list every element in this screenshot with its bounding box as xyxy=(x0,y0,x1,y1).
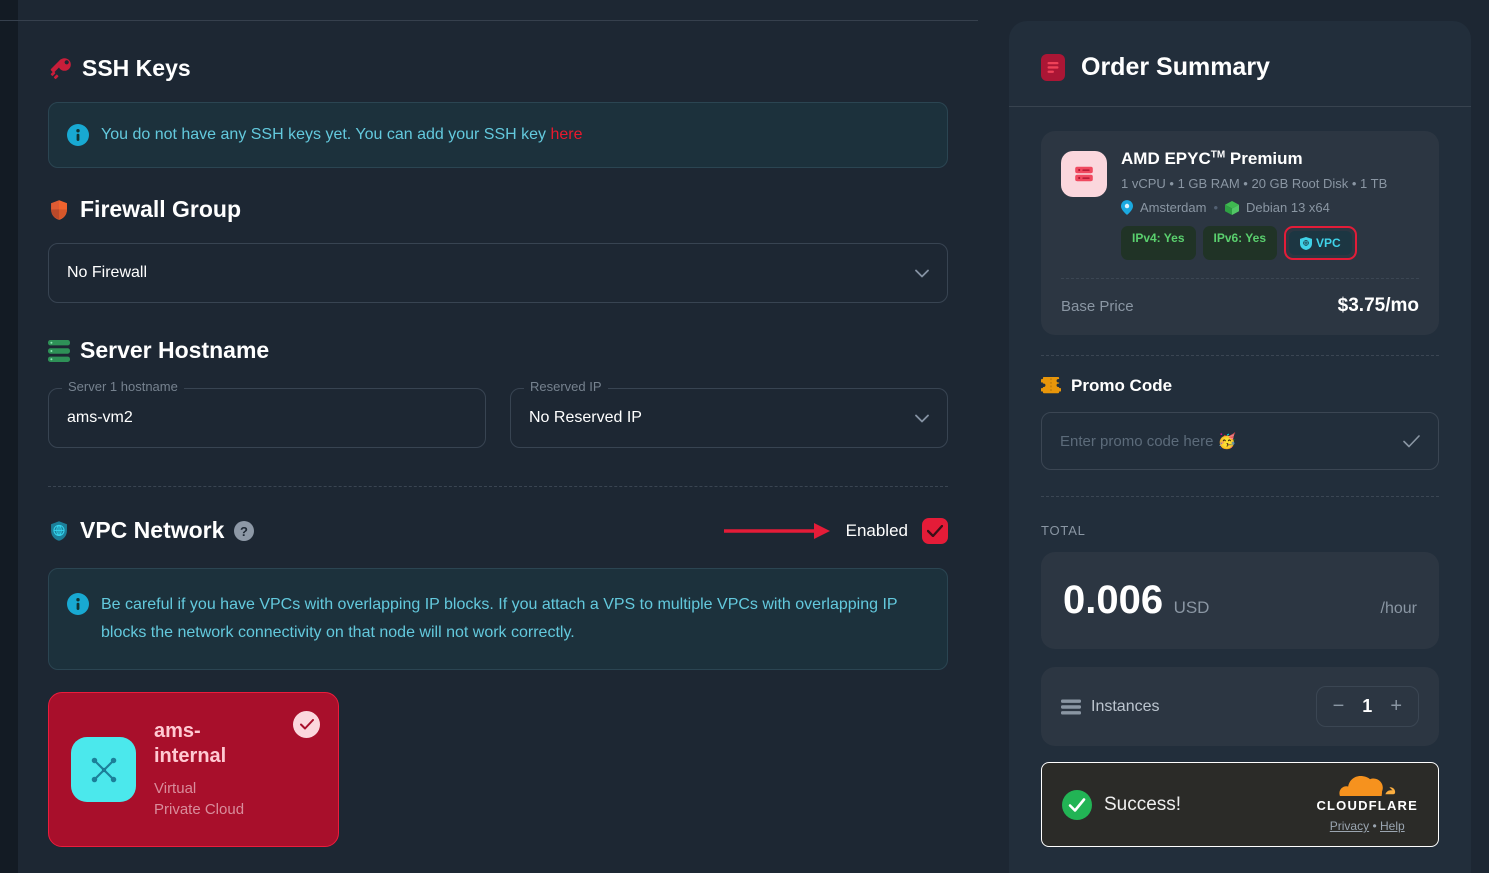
svg-text:?: ? xyxy=(240,524,248,539)
